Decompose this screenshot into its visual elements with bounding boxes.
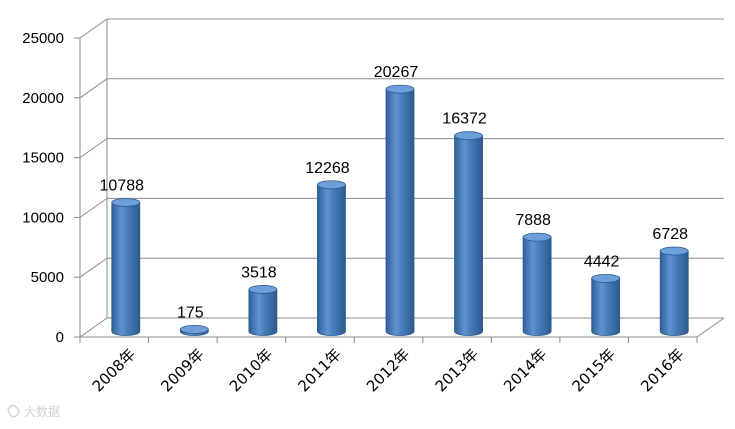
- x-tick-label: 2015年: [569, 345, 619, 395]
- bar-body: [317, 184, 346, 336]
- x-axis-tick-labels: 2008年 2009年 2010年 2011年 2012年 2013年 2014年 2015年…: [89, 345, 688, 395]
- bar-body: [454, 135, 483, 336]
- bar-top: [385, 84, 415, 94]
- bar: [248, 285, 278, 336]
- bar-top: [179, 325, 209, 334]
- bar-body: [591, 277, 621, 336]
- bar: [522, 232, 552, 336]
- bar-top: [454, 131, 483, 141]
- bar-top: [522, 232, 552, 242]
- y-tick-label: 5000: [31, 269, 64, 286]
- axes: [74, 19, 725, 343]
- floor-edge: [696, 317, 725, 338]
- data-labels: 10788 175 3518 12268 20267 16372 7888 4442 6728: [100, 64, 689, 321]
- x-tick-label: 2013年: [432, 345, 482, 395]
- watermark: 大数据: [7, 404, 60, 419]
- watermark-text: 大数据: [24, 404, 60, 419]
- bar-top: [248, 285, 278, 294]
- bar-top: [591, 273, 621, 283]
- bar-body: [111, 202, 141, 336]
- y-tick-label: 20000: [22, 90, 64, 107]
- data-label: 3518: [241, 264, 277, 281]
- x-tick-label: 2009年: [157, 345, 207, 395]
- y-axis-tick-labels: 0 5000 10000 15000 20000 25000: [22, 30, 64, 346]
- gridline: [79, 18, 724, 39]
- data-label: 6728: [652, 226, 688, 243]
- y-tick-label: 0: [56, 329, 64, 346]
- bar-body: [659, 250, 689, 336]
- x-tick-label: 2016年: [637, 345, 687, 395]
- bar-top: [317, 180, 346, 190]
- bar-top: [111, 198, 141, 207]
- bar-body: [522, 236, 552, 336]
- bar: [317, 180, 346, 336]
- bar: [659, 246, 689, 336]
- bar-body: [248, 289, 278, 336]
- data-label: 7888: [515, 212, 551, 229]
- data-label: 16372: [442, 111, 487, 128]
- bar: [111, 198, 141, 336]
- x-tick-label: 2014年: [500, 345, 550, 395]
- x-tick-label: 2012年: [363, 345, 413, 395]
- bars: [111, 84, 689, 336]
- bar: [591, 273, 621, 336]
- data-label: 175: [177, 304, 204, 321]
- bar: [385, 84, 415, 336]
- x-tick-label: 2011年: [294, 345, 344, 395]
- bar: [454, 131, 483, 336]
- data-label: 4442: [584, 253, 620, 270]
- data-label: 12268: [305, 160, 350, 177]
- data-label: 10788: [100, 177, 145, 194]
- y-tick-label: 10000: [22, 209, 64, 226]
- y-tick-label: 15000: [22, 150, 64, 167]
- x-tick-label: 2010年: [226, 345, 276, 395]
- watermark-logo-icon: [7, 404, 20, 418]
- bar-body: [385, 88, 415, 336]
- bar-top: [659, 246, 689, 256]
- bar: [179, 325, 209, 336]
- x-tick-label: 2008年: [89, 345, 139, 395]
- data-label: 20267: [374, 64, 419, 81]
- y-tick-label: 25000: [22, 30, 64, 47]
